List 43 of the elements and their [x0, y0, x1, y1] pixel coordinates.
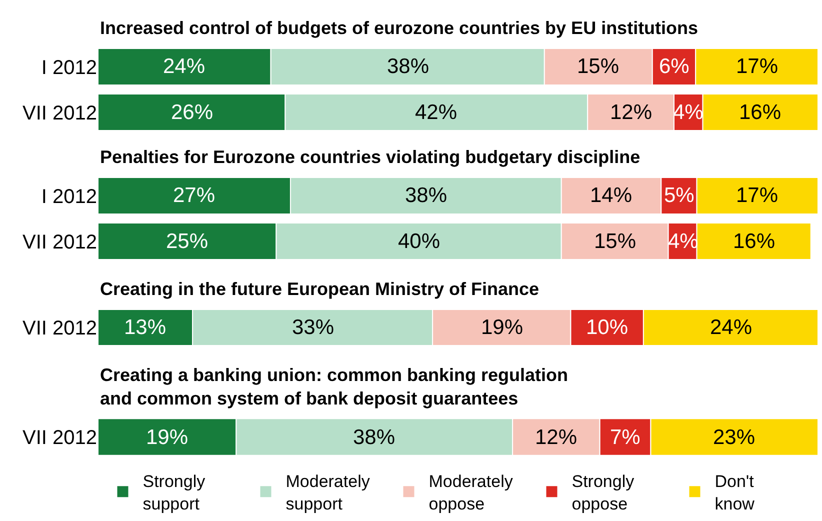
data-label: 38%: [405, 184, 448, 207]
chart-title: Penalties for Eurozone countries violating budgetary discipline: [100, 147, 640, 167]
y-tick-label: VII 2012: [22, 427, 97, 449]
legend-label: Strongly oppose: [572, 472, 635, 514]
data-label: 38%: [353, 426, 396, 449]
data-label: 6%: [659, 55, 690, 78]
data-label: 17%: [736, 55, 778, 78]
data-label: 16%: [739, 101, 782, 124]
text: Creating in the future European Ministry of Finance: [100, 279, 540, 299]
data-label: 24%: [710, 316, 752, 339]
y-tick-label: I 2012: [41, 186, 97, 208]
data-label: 38%: [387, 55, 430, 78]
data-label: 19%: [481, 316, 524, 339]
data-label: 16%: [733, 230, 776, 253]
legend-label: Don't know: [714, 472, 756, 514]
data-label: 10%: [586, 316, 628, 339]
data-label: 17%: [736, 184, 778, 207]
y-tick-label: VII 2012: [22, 102, 97, 124]
data-label: 19%: [146, 426, 188, 449]
data-label: 15%: [577, 55, 620, 78]
data-label: 26%: [171, 101, 214, 124]
data-label: 40%: [398, 230, 440, 253]
data-label: 12%: [535, 426, 578, 449]
chart-title: Creating a banking union: common banking regulation and common system of bank deposit guarantees: [100, 365, 568, 408]
chart-title: Increased control of budgets of eurozone countries by EU institutions: [100, 18, 698, 38]
y-tick-label: VII 2012: [22, 318, 97, 340]
y-tick-label: I 2012: [41, 56, 97, 79]
data-label: 24%: [163, 55, 206, 78]
data-label: 25%: [166, 230, 208, 253]
data-label: 12%: [610, 101, 652, 124]
legend-label: Strongly support: [142, 472, 206, 514]
legend-label: Moderately oppose: [428, 472, 514, 514]
data-label: 27%: [173, 184, 216, 207]
data-label: 13%: [124, 316, 166, 339]
data-label: 42%: [415, 101, 458, 124]
data-label: 15%: [594, 230, 636, 253]
y-tick-label: VII 2012: [22, 231, 97, 254]
legend-label: Moderately support: [286, 472, 370, 514]
data-label: 23%: [713, 426, 756, 449]
data-label: 14%: [590, 184, 632, 207]
data-label: 5%: [664, 184, 694, 207]
data-label: 7%: [610, 426, 640, 449]
data-label: 33%: [292, 316, 334, 339]
